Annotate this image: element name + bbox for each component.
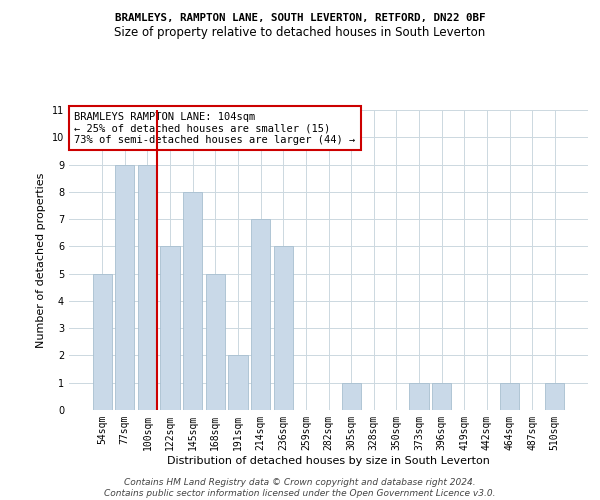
Text: BRAMLEYS, RAMPTON LANE, SOUTH LEVERTON, RETFORD, DN22 0BF: BRAMLEYS, RAMPTON LANE, SOUTH LEVERTON, … xyxy=(115,12,485,22)
Bar xyxy=(160,246,180,410)
Bar xyxy=(500,382,519,410)
Bar xyxy=(545,382,565,410)
X-axis label: Distribution of detached houses by size in South Leverton: Distribution of detached houses by size … xyxy=(167,456,490,466)
Bar xyxy=(274,246,293,410)
Bar xyxy=(92,274,112,410)
Text: Size of property relative to detached houses in South Leverton: Size of property relative to detached ho… xyxy=(115,26,485,39)
Bar xyxy=(341,382,361,410)
Y-axis label: Number of detached properties: Number of detached properties xyxy=(37,172,46,348)
Bar xyxy=(115,164,134,410)
Text: BRAMLEYS RAMPTON LANE: 104sqm
← 25% of detached houses are smaller (15)
73% of s: BRAMLEYS RAMPTON LANE: 104sqm ← 25% of d… xyxy=(74,112,355,144)
Bar xyxy=(409,382,428,410)
Text: Contains HM Land Registry data © Crown copyright and database right 2024.
Contai: Contains HM Land Registry data © Crown c… xyxy=(104,478,496,498)
Bar xyxy=(183,192,202,410)
Bar xyxy=(138,164,157,410)
Bar xyxy=(206,274,225,410)
Bar xyxy=(432,382,451,410)
Bar xyxy=(229,356,248,410)
Bar xyxy=(251,219,270,410)
